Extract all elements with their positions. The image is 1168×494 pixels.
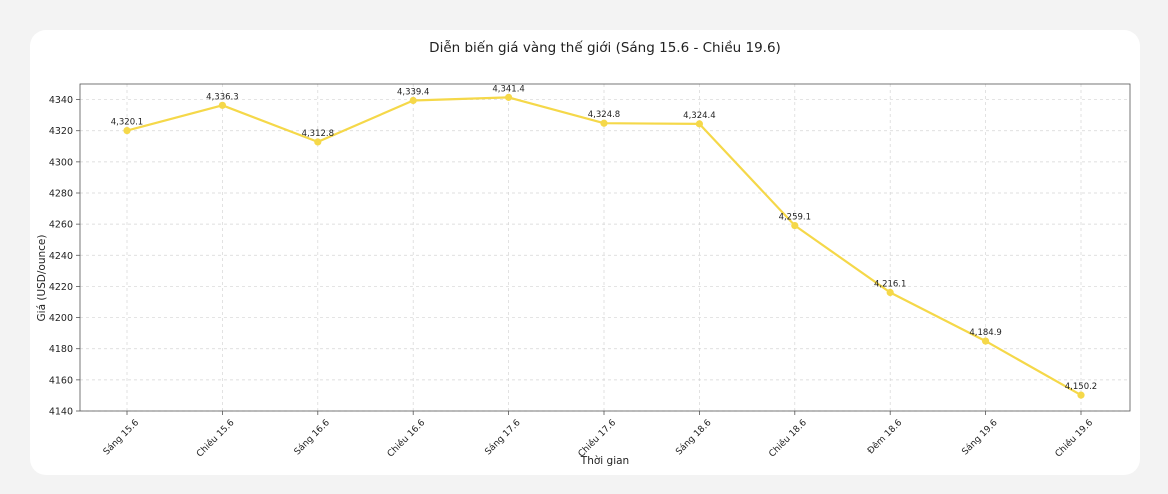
plot-frame xyxy=(79,83,1131,412)
data-label: 4,324.8 xyxy=(588,110,620,120)
x-tick-label: Sáng 18.6 xyxy=(674,418,713,457)
data-label: 4,150.2 xyxy=(1065,382,1097,392)
data-label: 4,312.8 xyxy=(302,129,334,139)
y-axis-ticks: 4140 4160 4180 4200 4220 4240 4260 4280 4300 4320… xyxy=(49,95,80,418)
x-tick-label: Sáng 19.6 xyxy=(960,418,999,457)
data-point xyxy=(409,96,417,105)
x-tick-label: Sáng 16.6 xyxy=(293,418,332,457)
y-tick-label: 4280 xyxy=(49,189,73,200)
x-tick-label: Chiều 18.6 xyxy=(767,417,809,459)
data-label: 4,259.1 xyxy=(779,213,811,223)
data-point xyxy=(600,119,608,127)
data-label: 4,324.4 xyxy=(683,111,715,121)
y-axis-label: Giá (USD/ounce) xyxy=(36,235,48,322)
data-point xyxy=(791,221,799,230)
x-tick-label: Sáng 17.6 xyxy=(483,418,522,457)
y-tick-label: 4220 xyxy=(49,282,73,293)
data-points xyxy=(123,93,1085,399)
line-chart: Diễn biến giá vàng thế giới (Sáng 15.6 -… xyxy=(36,39,1131,467)
y-tick-label: 4240 xyxy=(49,251,73,262)
data-point xyxy=(218,101,226,109)
x-axis-label: Thời gian xyxy=(580,455,629,467)
data-point xyxy=(886,288,894,297)
x-tick-label: Chiều 16.6 xyxy=(385,417,427,459)
y-tick-label: 4300 xyxy=(49,157,73,168)
x-axis-ticks: Sáng 15.6 Chiều 15.6 Sáng 16.6 Chiều 16.6 Sá… xyxy=(102,411,1095,460)
data-label: 4,336.3 xyxy=(206,92,238,102)
y-tick-label: 4320 xyxy=(49,126,73,137)
data-point xyxy=(1077,391,1085,399)
x-tick-label: Chiều 15.6 xyxy=(194,417,236,459)
data-point xyxy=(123,126,131,135)
data-point xyxy=(505,93,513,101)
y-tick-label: 4140 xyxy=(49,407,73,418)
x-tick-label: Sáng 15.6 xyxy=(102,418,141,457)
y-tick-label: 4160 xyxy=(49,375,73,386)
data-point xyxy=(982,337,990,345)
data-point xyxy=(314,138,322,146)
data-label: 4,341.4 xyxy=(492,84,524,94)
y-tick-label: 4340 xyxy=(49,95,73,106)
data-label: 4,216.1 xyxy=(874,280,906,290)
y-tick-label: 4260 xyxy=(49,220,73,231)
data-label: 4,184.9 xyxy=(969,328,1001,338)
data-label: 4,339.4 xyxy=(397,88,429,98)
data-labels: 4,320.1 4,336.3 4,312.8 4,339.4 4,341.4 4,324… xyxy=(111,84,1097,392)
data-point xyxy=(695,120,704,128)
chart-card: Diễn biến giá vàng thế giới (Sáng 15.6 -… xyxy=(30,30,1140,475)
x-tick-label: Chiều 19.6 xyxy=(1053,417,1095,459)
y-tick-label: 4180 xyxy=(49,344,73,355)
chart-title: Diễn biến giá vàng thế giới (Sáng 15.6 -… xyxy=(429,39,781,56)
grid xyxy=(80,84,1130,412)
x-tick-label: Chiều 17.6 xyxy=(576,417,618,459)
x-tick-label: Đêm 18.6 xyxy=(865,417,904,456)
data-label: 4,320.1 xyxy=(111,118,143,128)
y-tick-label: 4200 xyxy=(49,313,73,324)
